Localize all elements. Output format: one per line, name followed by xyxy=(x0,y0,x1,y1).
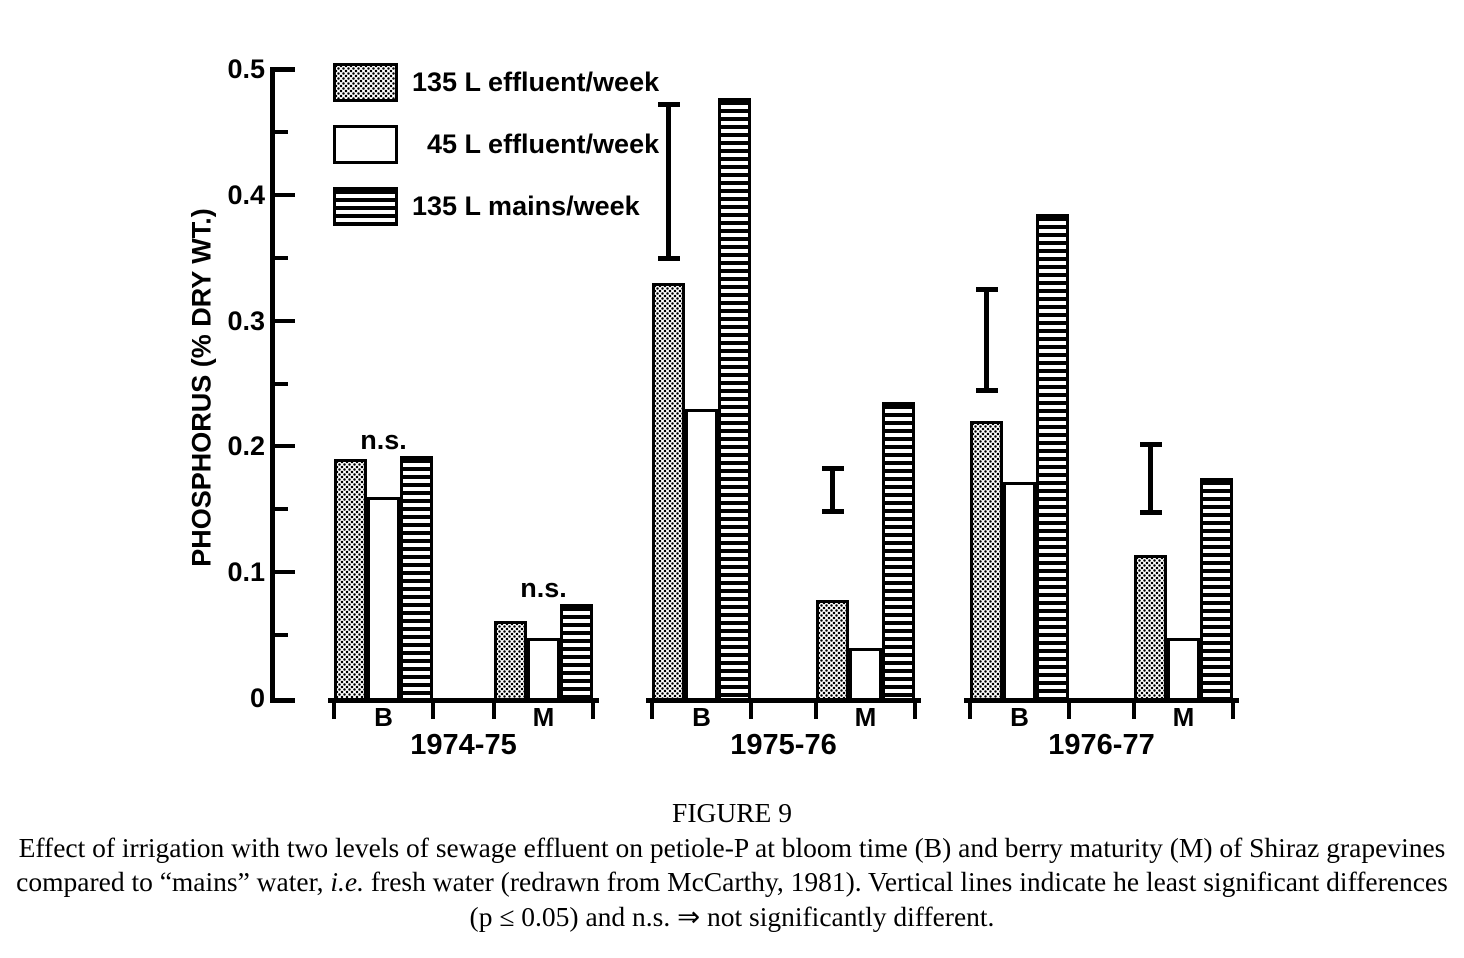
x-tick xyxy=(814,702,818,719)
cluster-label: M xyxy=(532,702,555,732)
x-tick xyxy=(431,702,435,719)
legend-label: 45 L effluent/week xyxy=(412,129,660,159)
group-label: 1974-75 xyxy=(410,729,517,761)
caption-line: compared to “mains” water, i.e. fresh wa… xyxy=(16,866,1448,897)
bar xyxy=(1200,477,1233,701)
lsd-error-bar-line xyxy=(666,104,671,258)
bar xyxy=(970,421,1003,701)
legend-swatch-open xyxy=(333,125,398,164)
y-tick-label: 0.5 xyxy=(227,54,265,84)
x-axis-baseline xyxy=(328,698,599,703)
legend-swatch-hlines xyxy=(333,187,398,226)
lsd-error-bar-cap xyxy=(657,255,680,261)
bar xyxy=(560,603,593,701)
figure-caption: FIGURE 9 Effect of irrigation with two l… xyxy=(0,796,1464,934)
ns-annotation: n.s. xyxy=(360,425,407,456)
y-major-tick xyxy=(275,570,295,575)
lsd-error-bar-cap xyxy=(975,387,998,393)
bar xyxy=(494,621,527,701)
x-tick xyxy=(1132,702,1136,719)
caption-title: FIGURE 9 xyxy=(672,797,792,828)
x-axis-baseline xyxy=(646,698,921,703)
x-tick xyxy=(650,702,654,719)
y-minor-tick xyxy=(275,507,288,512)
bar xyxy=(527,637,560,701)
bar xyxy=(816,599,849,701)
y-axis-top-corner xyxy=(270,67,295,72)
bar xyxy=(849,647,882,701)
x-tick xyxy=(1231,702,1235,719)
y-tick-label: 0.4 xyxy=(227,179,265,210)
y-minor-tick xyxy=(275,633,288,638)
bar xyxy=(718,97,751,701)
y-tick-label: 0.3 xyxy=(227,305,265,336)
caption-line: (p ≤ 0.05) and n.s. ⇒ not significantly … xyxy=(469,900,995,932)
x-tick xyxy=(1067,702,1071,719)
y-major-tick xyxy=(275,318,295,323)
bar xyxy=(1167,637,1200,701)
x-tick xyxy=(591,702,595,719)
bar xyxy=(367,496,400,701)
bar xyxy=(1003,481,1036,701)
lsd-error-bar-cap xyxy=(1139,509,1162,515)
bar xyxy=(400,456,433,701)
bar xyxy=(882,402,915,701)
bar xyxy=(1134,554,1167,701)
bar xyxy=(334,458,367,701)
y-minor-tick xyxy=(275,129,288,134)
lsd-error-bar-cap xyxy=(1139,441,1162,447)
y-tick-label: 0.2 xyxy=(227,431,265,462)
cluster-label: B xyxy=(692,702,711,732)
bar xyxy=(1036,213,1069,701)
x-tick xyxy=(492,702,496,719)
group-label: 1975-76 xyxy=(730,729,837,761)
lsd-error-bar-cap xyxy=(821,508,844,514)
lsd-error-bar-cap xyxy=(975,287,998,293)
ns-annotation: n.s. xyxy=(520,572,567,603)
cluster-label: B xyxy=(1010,702,1029,732)
cluster-label: M xyxy=(854,702,877,732)
y-minor-tick xyxy=(275,381,288,386)
x-tick xyxy=(968,702,972,719)
cluster-label: B xyxy=(374,702,393,732)
lsd-error-bar-line xyxy=(984,289,989,390)
legend-swatch-stipple xyxy=(333,63,398,102)
lsd-error-bar-cap xyxy=(657,102,680,108)
x-tick xyxy=(749,702,753,719)
x-tick xyxy=(332,702,336,719)
lsd-error-bar-line xyxy=(1148,443,1153,512)
legend-label: 135 L effluent/week xyxy=(412,67,660,97)
bar xyxy=(652,282,685,701)
y-major-tick xyxy=(275,444,295,449)
lsd-error-bar-line xyxy=(830,467,835,511)
group-label: 1976-77 xyxy=(1048,729,1155,761)
y-minor-tick xyxy=(275,255,288,260)
x-tick xyxy=(913,702,917,719)
x-axis-baseline xyxy=(964,698,1239,703)
y-tick-label: 0.1 xyxy=(227,557,265,588)
legend-label: 135 L mains/week xyxy=(412,191,640,221)
y-major-tick xyxy=(275,192,295,197)
cluster-label: M xyxy=(1172,702,1195,732)
y-axis-bottom-corner xyxy=(270,698,295,703)
lsd-error-bar-cap xyxy=(821,465,844,471)
y-tick-label: 0 xyxy=(249,683,265,713)
y-axis-line xyxy=(270,67,275,703)
caption-line: Effect of irrigation with two levels of … xyxy=(18,831,1446,863)
bar xyxy=(685,408,718,701)
